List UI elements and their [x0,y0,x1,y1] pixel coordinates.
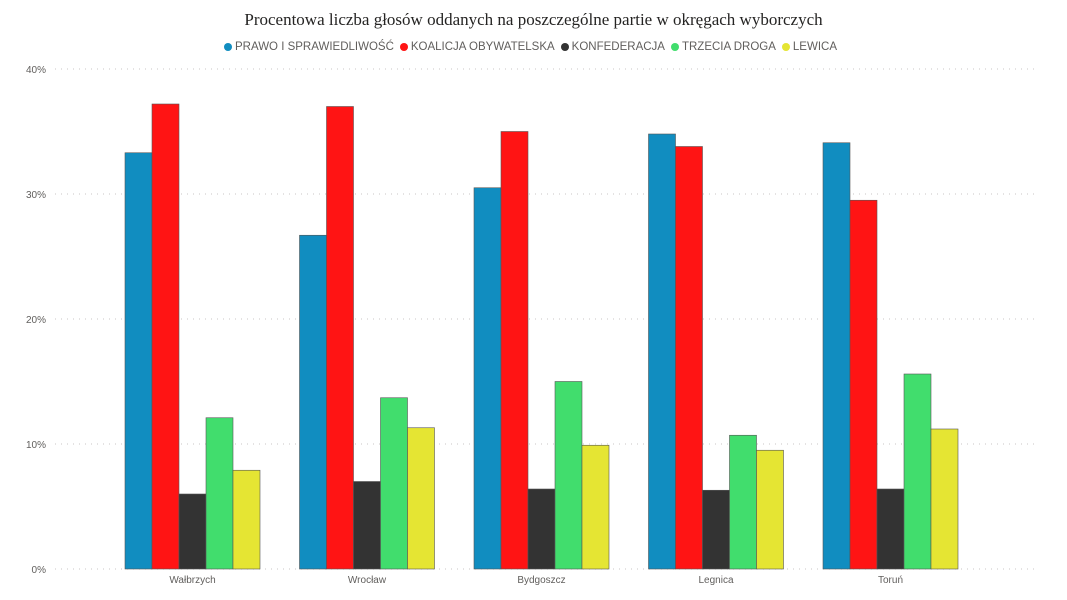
bar[interactable] [554,381,583,570]
legend-marker-icon [399,43,408,51]
x-tick-label: Wrocław [348,575,387,586]
legend-marker-icon [223,43,232,51]
bar[interactable] [500,131,529,570]
bar[interactable] [473,187,502,570]
legend-label: KONFEDERACJA [571,41,665,53]
bar[interactable] [581,444,610,570]
y-tick-label: 40% [26,65,46,76]
x-tick-label: Toruń [878,575,903,586]
x-tick-label: Bydgoszcz [517,575,565,586]
chart-legend: PRAWO I SPRAWIEDLIWOŚĆ KOALICJA OBYWATELS… [0,41,1067,53]
legend-marker-icon [670,43,679,51]
bar[interactable] [178,493,207,570]
bar[interactable] [124,152,153,570]
legend-item[interactable]: KOALICJA OBYWATELSKA [399,41,555,53]
bar[interactable] [729,434,757,570]
bar[interactable] [380,397,408,570]
bar[interactable] [205,417,234,570]
bar[interactable] [407,427,435,570]
bar[interactable] [648,133,676,570]
bar[interactable] [232,469,261,570]
chart-title: Procentowa liczba głosów oddanych na pos… [244,10,823,29]
legend-item[interactable]: KONFEDERACJA [560,41,665,53]
bar[interactable] [876,488,905,570]
bar[interactable] [930,428,959,570]
bar[interactable] [903,373,932,570]
y-tick-label: 20% [26,315,46,326]
legend-label: LEWICA [792,41,837,53]
bar[interactable] [353,481,381,570]
legend-item[interactable]: TRZECIA DROGA [670,41,776,53]
bar[interactable] [822,142,851,570]
legend-label: TRZECIA DROGA [681,41,776,53]
bar[interactable] [299,234,327,570]
bar[interactable] [527,488,556,570]
bar[interactable] [702,489,730,570]
bar[interactable] [849,199,878,570]
legend-label: KOALICJA OBYWATELSKA [410,41,555,53]
legend-item[interactable]: LEWICA [781,41,837,53]
y-tick-label: 30% [26,190,46,201]
legend-marker-icon [560,43,569,51]
legend-item[interactable]: PRAWO I SPRAWIEDLIWOŚĆ [223,41,394,53]
y-tick-label: 0% [32,565,47,576]
bar[interactable] [326,106,354,570]
y-tick-label: 10% [26,440,46,451]
bar[interactable] [756,449,784,570]
x-tick-label: Wałbrzych [169,575,215,586]
legend-label: PRAWO I SPRAWIEDLIWOŚĆ [234,41,394,53]
x-tick-label: Legnica [698,575,733,586]
bar[interactable] [675,146,703,570]
legend-marker-icon [781,43,790,51]
bar[interactable] [151,103,180,570]
